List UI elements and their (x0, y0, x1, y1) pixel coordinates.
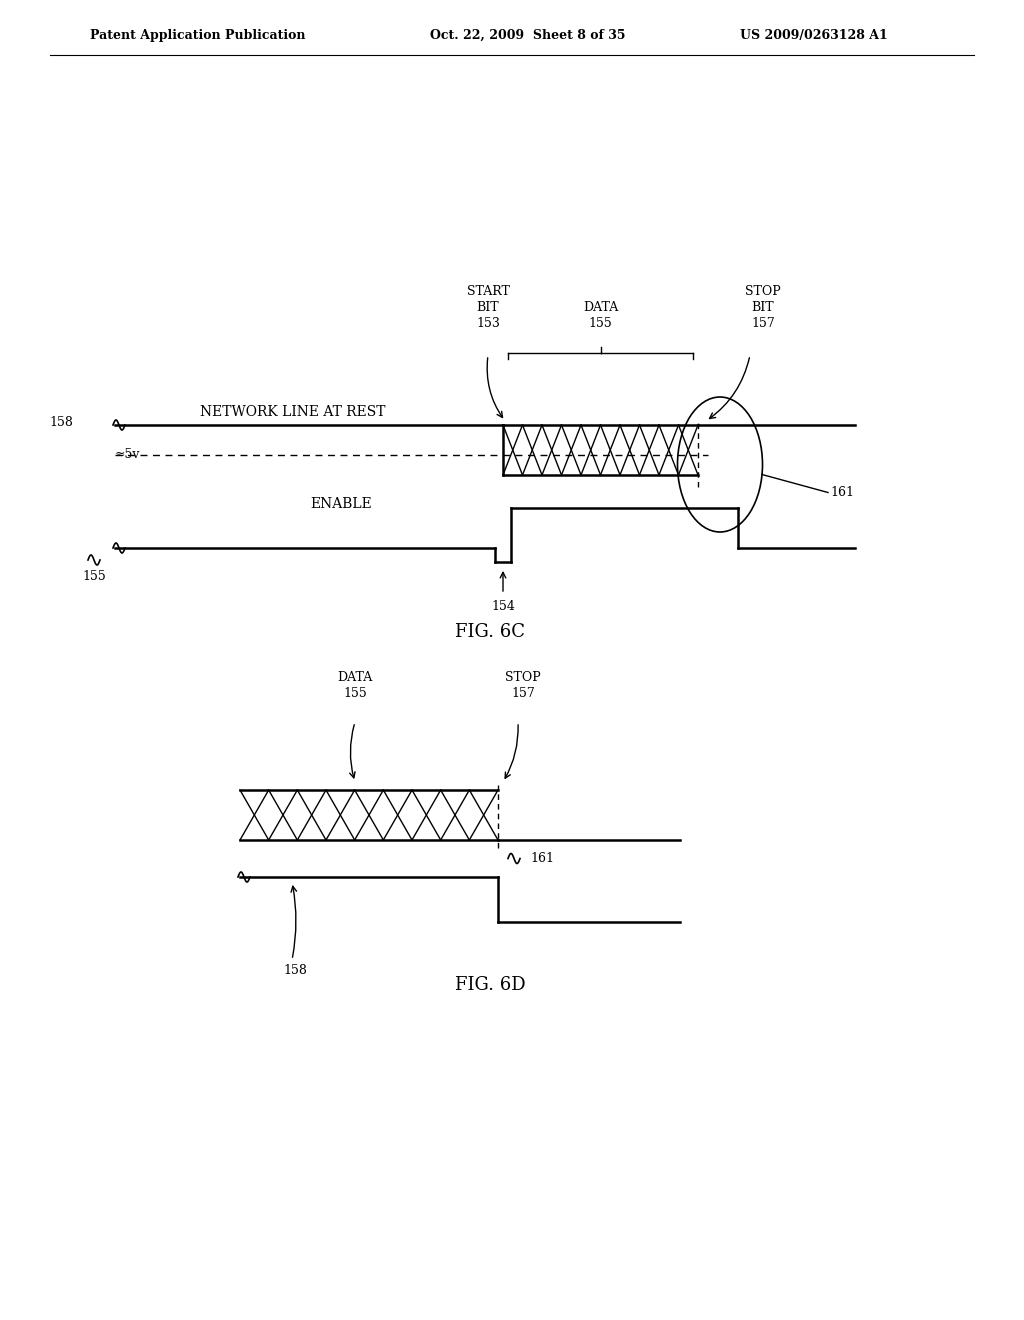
Text: 155: 155 (82, 569, 105, 582)
Text: ≈5v: ≈5v (115, 449, 140, 462)
Text: NETWORK LINE AT REST: NETWORK LINE AT REST (200, 405, 385, 418)
Text: 161: 161 (530, 851, 554, 865)
Text: ENABLE: ENABLE (310, 498, 372, 511)
Text: Patent Application Publication: Patent Application Publication (90, 29, 305, 41)
Text: 158: 158 (283, 964, 307, 977)
Text: START
BIT
153: START BIT 153 (467, 285, 509, 330)
Text: STOP
BIT
157: STOP BIT 157 (745, 285, 781, 330)
Text: Oct. 22, 2009  Sheet 8 of 35: Oct. 22, 2009 Sheet 8 of 35 (430, 29, 626, 41)
Text: STOP
157: STOP 157 (505, 671, 541, 700)
Text: 154: 154 (492, 601, 515, 612)
Text: DATA
155: DATA 155 (337, 671, 373, 700)
Text: DATA
155: DATA 155 (583, 301, 618, 330)
Text: US 2009/0263128 A1: US 2009/0263128 A1 (740, 29, 888, 41)
Text: 161: 161 (830, 486, 854, 499)
Text: FIG. 6C: FIG. 6C (455, 623, 525, 642)
Text: 158: 158 (49, 417, 73, 429)
Text: FIG. 6D: FIG. 6D (455, 975, 525, 994)
